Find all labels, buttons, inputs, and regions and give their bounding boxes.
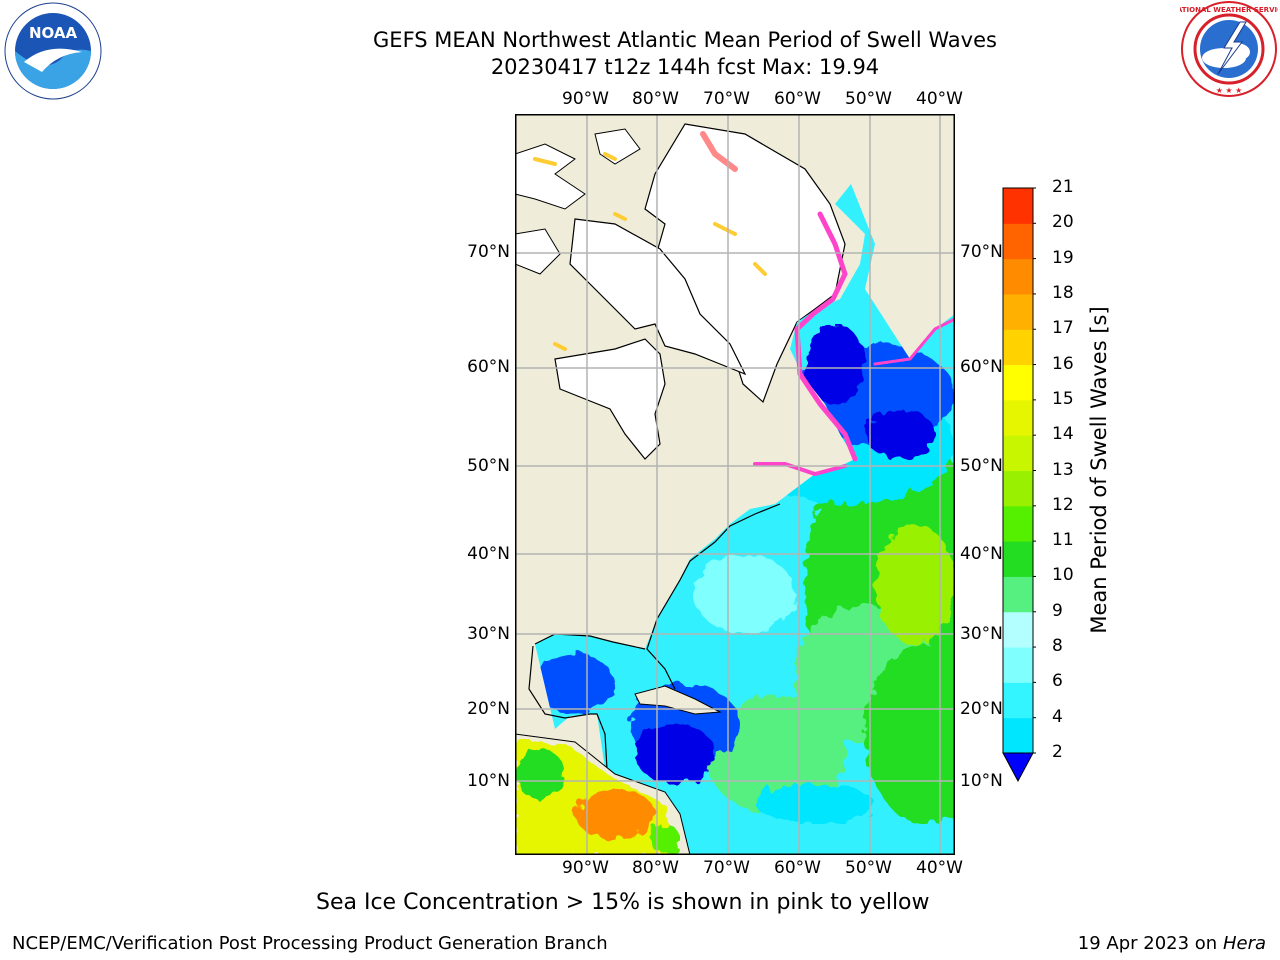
colorbar-tick-label: 6 [1052, 671, 1063, 692]
colorbar-tick-label: 14 [1052, 424, 1074, 445]
colorbar-tick-label: 12 [1052, 494, 1074, 515]
colorbar-tick-label: 13 [1052, 459, 1074, 480]
footer-host: Hera [1222, 933, 1266, 954]
colorbar-tick-label: 2 [1052, 742, 1063, 762]
colorbar-tick-label: 15 [1052, 388, 1074, 409]
colorbar-tick-label: 21 [1052, 177, 1074, 197]
lat-label-left: 30°N [467, 624, 510, 644]
colorbar-tick-labels: 2 4 6 8 9 10 11 12 13 14 15 16 17 18 19 20 21 [1052, 0, 1092, 960]
colorbar-bin [1003, 399, 1033, 436]
noaa-logo-text: NOAA [29, 24, 78, 42]
lat-label-left: 10°N [467, 771, 510, 791]
colorbar-bin [1003, 576, 1033, 613]
colorbar-tick-label: 19 [1052, 247, 1074, 268]
colorbar-bin [1003, 435, 1033, 471]
lat-label-right: 70°N [960, 242, 1003, 262]
greenland [644, 123, 846, 404]
lon-label-top: 70°W [703, 89, 750, 109]
lat-label-left: 50°N [467, 456, 510, 476]
lon-label-bottom: 40°W [916, 858, 963, 878]
colorbar-extend-arrow [1002, 752, 1034, 783]
south-america-field [515, 739, 680, 855]
colorbar-bin [1003, 293, 1033, 330]
colorbar-bin [1003, 258, 1033, 295]
colorbar-tick-label: 9 [1052, 600, 1063, 621]
map-subtitle: 20230417 t12z 144h fcst Max: 19.94 [490, 55, 880, 79]
map-title: GEFS MEAN Northwest Atlantic Mean Period… [373, 28, 997, 52]
colorbar-tick-label: 10 [1052, 565, 1074, 586]
lon-label-top: 50°W [845, 89, 892, 109]
colorbar-tick-label: 17 [1052, 318, 1074, 339]
lon-label-top: 40°W [916, 89, 963, 109]
lat-label-left: 20°N [467, 699, 510, 719]
map-frame [515, 114, 955, 855]
colorbar-bin [1003, 329, 1033, 366]
colorbar-bin [1003, 647, 1033, 683]
lat-label-left: 40°N [467, 544, 510, 564]
lon-label-bottom: 50°W [845, 858, 892, 878]
colorbar-bin [1003, 188, 1033, 224]
svg-text:NATIONAL WEATHER SERVICE: NATIONAL WEATHER SERVICE [1180, 6, 1278, 14]
lon-label-bottom: 70°W [703, 858, 750, 878]
colorbar-bin [1003, 541, 1033, 577]
lat-label-left: 60°N [467, 357, 510, 377]
colorbar-bin [1003, 717, 1033, 754]
sea-ice-fringe [533, 131, 957, 477]
sea-ice-note: Sea Ice Concentration > 15% is shown in … [316, 890, 930, 915]
svg-text:★ ★ ★: ★ ★ ★ [1216, 86, 1243, 95]
lat-label-right: 60°N [960, 357, 1003, 377]
lon-label-top: 90°W [562, 89, 609, 109]
lat-label-right: 50°N [960, 456, 1003, 476]
colorbar [1000, 186, 1037, 786]
footer-date-text: 19 Apr 2023 on [1077, 933, 1223, 954]
nws-logo: NATIONAL WEATHER SERVICE ★ ★ ★ [1171, 0, 1280, 98]
lat-label-right: 40°N [960, 544, 1003, 564]
lon-label-top: 80°W [632, 89, 679, 109]
colorbar-swatches [1002, 187, 1037, 783]
colorbar-tick-label: 16 [1052, 353, 1074, 374]
map-panel [514, 114, 957, 856]
colorbar-label: Mean Period of Swell Waves [s] [1087, 306, 1111, 634]
lat-label-right: 20°N [960, 699, 1003, 719]
noaa-logo: NOAA [2, 2, 104, 100]
colorbar-bin [1003, 223, 1033, 260]
graticule [515, 114, 955, 855]
lon-label-bottom: 80°W [632, 858, 679, 878]
colorbar-bin [1003, 364, 1033, 401]
east-coast [646, 503, 781, 690]
lon-label-bottom: 60°W [774, 858, 821, 878]
lon-label-bottom: 90°W [562, 858, 609, 878]
lat-label-right: 10°N [960, 771, 1003, 791]
colorbar-tick-label: 4 [1052, 706, 1063, 727]
lat-label-left: 70°N [467, 242, 510, 262]
colorbar-bin [1003, 505, 1033, 542]
colorbar-bin [1003, 611, 1033, 648]
swell-period-map [514, 114, 957, 856]
colorbar-tick-label: 11 [1052, 530, 1074, 551]
lon-label-top: 60°W [774, 89, 821, 109]
colorbar-bin [1003, 682, 1033, 719]
colorbar-tick-label: 8 [1052, 636, 1063, 657]
colorbar-tick-label: 18 [1052, 282, 1074, 303]
colorbar-bin [1003, 470, 1033, 507]
footer-date: 19 Apr 2023 on Hera [1078, 933, 1266, 954]
footer-org: NCEP/EMC/Verification Post Processing Pr… [12, 933, 608, 954]
lat-label-right: 30°N [960, 624, 1003, 644]
colorbar-tick-label: 20 [1052, 212, 1074, 233]
